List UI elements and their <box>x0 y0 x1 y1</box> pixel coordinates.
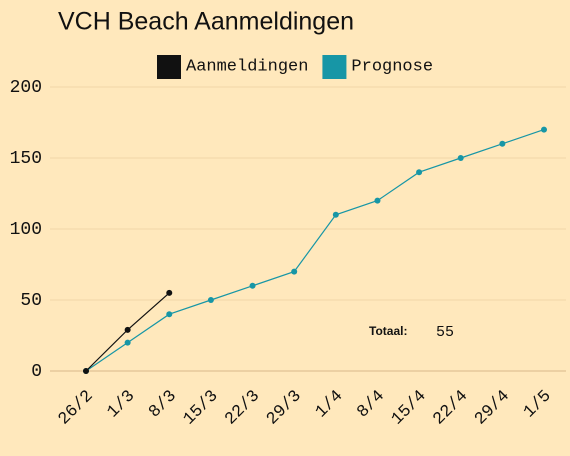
data-point <box>83 368 89 374</box>
data-point <box>166 289 173 296</box>
data-point <box>207 297 214 303</box>
data-point <box>332 211 339 218</box>
y-tick-label: 100 <box>10 220 42 240</box>
legend-swatch <box>157 55 181 79</box>
chart-title: VCH Beach Aanmeldingen <box>58 8 354 36</box>
legend-label: Aanmeldingen <box>186 57 308 76</box>
series-line <box>85 129 545 372</box>
y-tick-label: 50 <box>20 291 42 311</box>
data-point <box>457 155 464 161</box>
data-point <box>249 282 256 289</box>
data-point <box>166 311 173 318</box>
data-point <box>499 140 506 147</box>
data-point <box>291 268 298 275</box>
data-point <box>416 169 423 176</box>
data-point <box>541 126 547 133</box>
data-point <box>124 326 131 333</box>
annotation-value: 55 <box>436 324 454 341</box>
legend-swatch <box>322 55 347 79</box>
y-tick-label: 200 <box>10 78 42 98</box>
data-point <box>374 197 381 204</box>
y-tick-label: 150 <box>10 149 42 169</box>
y-tick-label: 0 <box>31 362 42 382</box>
legend-label: Prognose <box>351 57 433 76</box>
annotation-label: Totaal: <box>369 324 407 338</box>
data-point <box>124 339 131 346</box>
